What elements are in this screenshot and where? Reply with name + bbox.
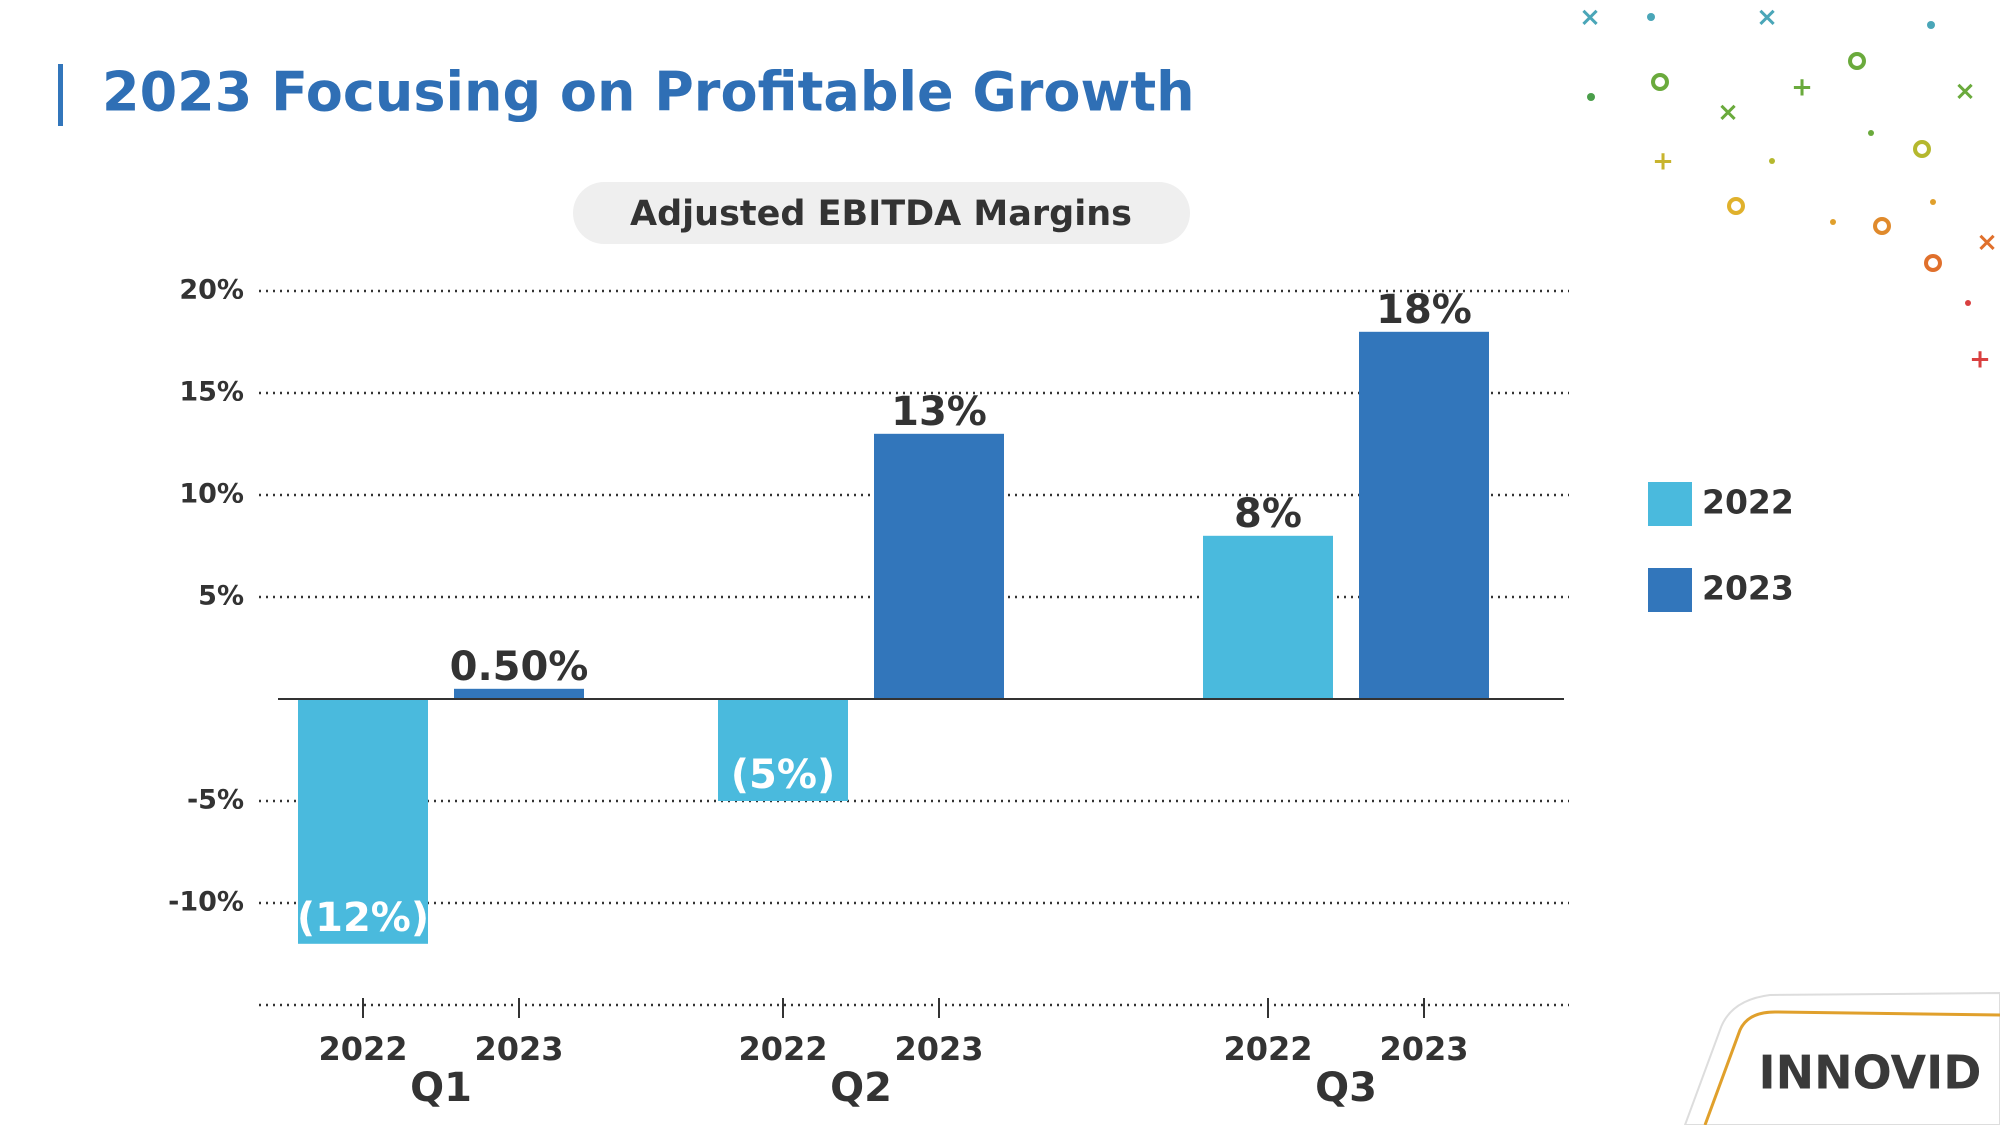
y-tick-label: 5% [198, 581, 244, 612]
legend-label: 2022 [1702, 483, 1794, 522]
svg-text:+: + [1969, 345, 1991, 375]
x-series-label: 2023 [1379, 1030, 1468, 1068]
bar [874, 433, 1004, 699]
x-series-label: 2022 [738, 1030, 827, 1068]
value-label: (12%) [297, 895, 429, 941]
x-series-label: 2022 [1223, 1030, 1312, 1068]
value-label: 0.50% [450, 644, 589, 690]
svg-text:×: × [1954, 77, 1976, 107]
bar [454, 688, 584, 699]
value-label: 13% [891, 389, 987, 435]
legend-swatch [1648, 482, 1692, 526]
svg-text:×: × [1756, 3, 1778, 33]
x-category-label: Q1 [410, 1065, 472, 1111]
title-accent [58, 64, 63, 126]
chart-title: Adjusted EBITDA Margins [630, 194, 1132, 234]
svg-text:×: × [1976, 228, 1998, 258]
svg-text:×: × [1579, 3, 1601, 33]
svg-text:×: × [1717, 98, 1739, 128]
y-tick-label: 20% [179, 275, 244, 306]
y-tick-label: 10% [179, 479, 244, 510]
chart-title-pill [573, 182, 1190, 244]
x-category-label: Q3 [1315, 1065, 1377, 1111]
svg-text:+: + [1652, 147, 1674, 177]
svg-text:+: + [1791, 73, 1813, 103]
x-series-label: 2023 [474, 1030, 563, 1068]
logo: INNOVID [1759, 1046, 1982, 1100]
logo-area: INNOVID [1683, 991, 2000, 1125]
x-series-label: 2022 [318, 1030, 407, 1068]
y-tick-label: 15% [179, 377, 244, 408]
bar [718, 699, 848, 801]
slide-title: 2023 Focusing on Profitable Growth [102, 61, 1195, 124]
y-tick-label: -10% [168, 887, 244, 918]
value-label: 18% [1376, 287, 1472, 333]
bar [298, 699, 428, 944]
legend-label: 2023 [1702, 569, 1794, 608]
bar [1203, 535, 1333, 699]
y-tick-label: -5% [187, 785, 244, 816]
bar [1359, 331, 1489, 699]
x-series-label: 2023 [894, 1030, 983, 1068]
value-label: (5%) [731, 752, 835, 798]
value-label: 8% [1234, 491, 1302, 537]
legend-swatch [1648, 568, 1692, 612]
x-category-label: Q2 [830, 1065, 892, 1111]
confetti: × × × + × + × + [1579, 3, 1998, 375]
